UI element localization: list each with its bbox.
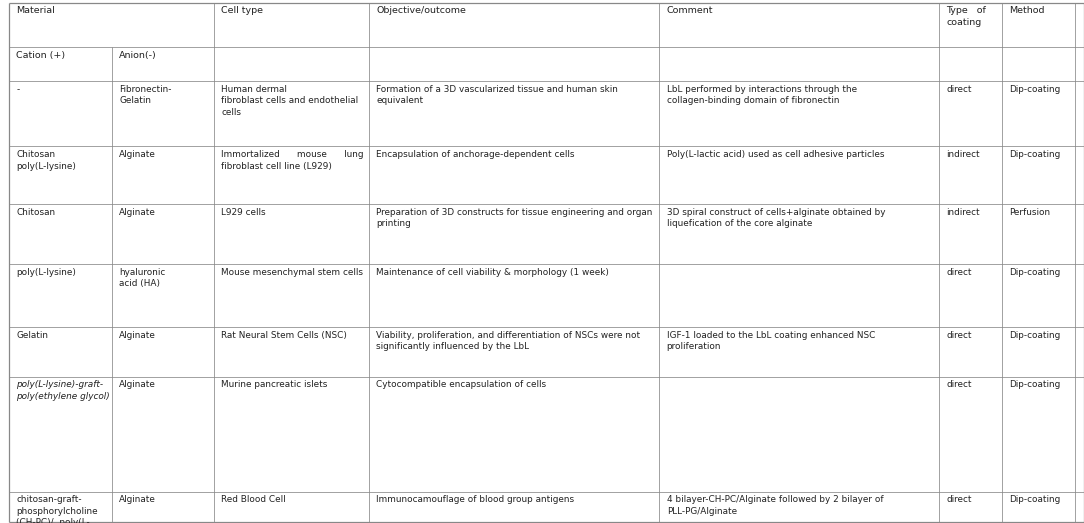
- Text: Preparation of 3D constructs for tissue engineering and organ
printing: Preparation of 3D constructs for tissue …: [376, 208, 653, 228]
- Text: Dip-coating: Dip-coating: [1009, 268, 1060, 277]
- Text: [26a]: [26a]: [1083, 268, 1084, 275]
- Text: Alginate: Alginate: [119, 208, 156, 217]
- Text: [7a]: [7a]: [1083, 208, 1084, 214]
- Text: Dip-coating: Dip-coating: [1009, 495, 1060, 504]
- Text: Alginate: Alginate: [119, 331, 156, 339]
- Text: [30]: [30]: [1083, 380, 1084, 387]
- Text: Red Blood Cell: Red Blood Cell: [221, 495, 286, 504]
- Text: Poly(L-lactic acid) used as cell adhesive particles: Poly(L-lactic acid) used as cell adhesiv…: [667, 150, 885, 159]
- Text: Cation (+): Cation (+): [16, 51, 65, 60]
- Text: Chitosan
poly(L-lysine): Chitosan poly(L-lysine): [16, 150, 76, 170]
- Text: poly(L-lysine): poly(L-lysine): [16, 268, 76, 277]
- Text: Formation of a 3D vascularized tissue and human skin
equivalent: Formation of a 3D vascularized tissue an…: [376, 85, 618, 105]
- Text: Dip-coating: Dip-coating: [1009, 85, 1060, 94]
- Text: Human dermal
fibroblast cells and endothelial
cells: Human dermal fibroblast cells and endoth…: [221, 85, 358, 117]
- Text: direct: direct: [946, 268, 972, 277]
- Text: LbL performed by interactions through the
collagen-binding domain of fibronectin: LbL performed by interactions through th…: [667, 85, 856, 105]
- Text: Material: Material: [16, 6, 55, 15]
- Text: Alginate: Alginate: [119, 150, 156, 159]
- Text: 4 bilayer-CH-PC/Alginate followed by 2 bilayer of
PLL-PG/Alginate: 4 bilayer-CH-PC/Alginate followed by 2 b…: [667, 495, 883, 516]
- Text: Comment: Comment: [667, 6, 713, 15]
- Text: direct: direct: [946, 380, 972, 389]
- Text: Method: Method: [1009, 6, 1045, 15]
- Text: chitosan-graft-
phosphorylcholine
(CH-PC)/  poly(L-
lysine)     graft-
polyethyl: chitosan-graft- phosphorylcholine (CH-PC…: [16, 495, 106, 523]
- Text: Encapsulation of anchorage-dependent cells: Encapsulation of anchorage-dependent cel…: [376, 150, 575, 159]
- Text: Anion(-): Anion(-): [119, 51, 157, 60]
- Text: Cell type: Cell type: [221, 6, 263, 15]
- Text: Chitosan: Chitosan: [16, 208, 55, 217]
- Text: Objective/outcome: Objective/outcome: [376, 6, 466, 15]
- Text: [58a]: [58a]: [1083, 150, 1084, 157]
- Text: Viability, proliferation, and differentiation of NSCs were not
significantly inf: Viability, proliferation, and differenti…: [376, 331, 641, 351]
- Text: Gelatin: Gelatin: [16, 331, 49, 339]
- Text: hyaluronic
acid (HA): hyaluronic acid (HA): [119, 268, 166, 288]
- Text: Alginate: Alginate: [119, 495, 156, 504]
- Text: Cytocompatible encapsulation of cells: Cytocompatible encapsulation of cells: [376, 380, 546, 389]
- Text: indirect: indirect: [946, 208, 980, 217]
- Text: Rat Neural Stem Cells (NSC): Rat Neural Stem Cells (NSC): [221, 331, 347, 339]
- Text: Dip-coating: Dip-coating: [1009, 380, 1060, 389]
- Text: Alginate: Alginate: [119, 380, 156, 389]
- Text: Fibronectin-
Gelatin: Fibronectin- Gelatin: [119, 85, 171, 105]
- Text: Dip-coating: Dip-coating: [1009, 150, 1060, 159]
- Text: [28,43]: [28,43]: [1083, 85, 1084, 92]
- Text: Mouse mesenchymal stem cells: Mouse mesenchymal stem cells: [221, 268, 363, 277]
- Text: direct: direct: [946, 331, 972, 339]
- Text: Dip-coating: Dip-coating: [1009, 331, 1060, 339]
- Text: poly(L-lysine)-graft-
poly(ethylene glycol): poly(L-lysine)-graft- poly(ethylene glyc…: [16, 380, 109, 401]
- Text: [27]: [27]: [1083, 495, 1084, 502]
- Text: Immunocamouflage of blood group antigens: Immunocamouflage of blood group antigens: [376, 495, 575, 504]
- Text: direct: direct: [946, 495, 972, 504]
- Text: Perfusion: Perfusion: [1009, 208, 1050, 217]
- Text: L929 cells: L929 cells: [221, 208, 266, 217]
- Text: indirect: indirect: [946, 150, 980, 159]
- Text: -: -: [16, 85, 20, 94]
- Text: Murine pancreatic islets: Murine pancreatic islets: [221, 380, 327, 389]
- Text: 3D spiral construct of cells+alginate obtained by
liquefication of the core algi: 3D spiral construct of cells+alginate ob…: [667, 208, 886, 228]
- Text: [26b]: [26b]: [1083, 331, 1084, 337]
- Text: direct: direct: [946, 85, 972, 94]
- Text: Ref.: Ref.: [1083, 6, 1084, 15]
- Text: IGF-1 loaded to the LbL coating enhanced NSC
proliferation: IGF-1 loaded to the LbL coating enhanced…: [667, 331, 875, 351]
- Text: Immortalized      mouse      lung
fibroblast cell line (L929): Immortalized mouse lung fibroblast cell …: [221, 150, 363, 170]
- Text: Type   of
coating: Type of coating: [946, 6, 986, 27]
- Text: Maintenance of cell viability & morphology (1 week): Maintenance of cell viability & morpholo…: [376, 268, 609, 277]
